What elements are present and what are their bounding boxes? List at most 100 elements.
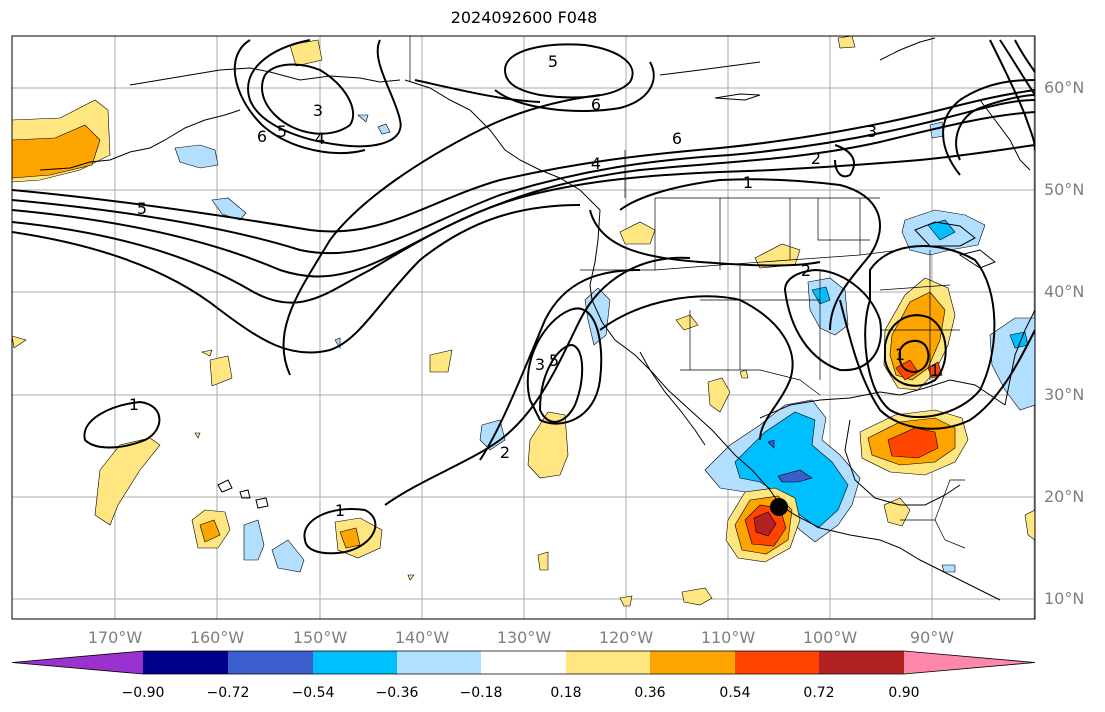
- anomaly-positive-area: [339, 527, 361, 549]
- colorbar-segment: [143, 651, 228, 674]
- anomaly-negative-area: [357, 114, 369, 123]
- anomaly-negative-area: [811, 286, 831, 305]
- anomaly-positive-area: [739, 369, 749, 379]
- anomaly-negative-area: [271, 539, 305, 573]
- anomaly-positive-area: [194, 432, 201, 439]
- lon-label: 120°W: [599, 628, 654, 647]
- map-title: 2024092600 F048: [450, 8, 598, 27]
- colorbar-tick-label: 0.18: [550, 685, 581, 701]
- contour-label: 6: [257, 127, 267, 146]
- anomaly-negative-area: [927, 219, 956, 241]
- contour-label: 6: [672, 129, 682, 148]
- lat-label: 40°N: [1044, 282, 1084, 301]
- lon-label: 100°W: [803, 628, 858, 647]
- colorbar-outline: [11, 650, 1036, 675]
- contour-label: 3: [535, 355, 545, 374]
- anomaly-positive-area: [707, 377, 731, 413]
- lon-label: 160°W: [190, 628, 245, 647]
- contour-label: 2: [801, 261, 811, 280]
- anomaly-positive-area: [537, 551, 549, 571]
- anomaly-negative-area: [734, 411, 849, 529]
- anomaly-negative-area: [941, 564, 956, 573]
- lon-label: 90°W: [910, 628, 954, 647]
- colorbar-tick-label: 0.54: [719, 685, 750, 701]
- colorbar-tick-label: −0.54: [292, 685, 335, 701]
- anomaly-positive-area: [94, 437, 161, 526]
- anomaly-negative-area: [377, 123, 391, 135]
- colorbar-segment: [819, 651, 904, 674]
- anomaly-positive-area: [199, 519, 221, 543]
- anomaly-positive-area: [12, 335, 27, 349]
- anomaly-positive-area: [681, 587, 713, 606]
- storm-center-marker: [770, 498, 788, 516]
- contour-label: 1: [129, 395, 139, 414]
- colorbar-segment: [566, 651, 650, 674]
- colorbar-tick-label: −0.18: [460, 685, 503, 701]
- anomaly-positive-area: [889, 291, 946, 381]
- contour-label: 1: [335, 501, 345, 520]
- anomaly-positive-area: [675, 314, 699, 331]
- contour-label: 5: [137, 199, 147, 218]
- colorbar-segment: [313, 651, 397, 674]
- colorbar-tick-label: 0.36: [634, 685, 665, 701]
- anomaly-positive-area: [12, 124, 101, 179]
- colorbar-segment: [228, 651, 313, 674]
- borders: [409, 36, 966, 549]
- anomaly-positive-area: [429, 349, 453, 373]
- lon-label: 170°W: [88, 628, 143, 647]
- lon-label: 150°W: [293, 628, 348, 647]
- colorbar-segment: [481, 651, 566, 674]
- contour-lines: [12, 39, 1035, 555]
- lon-labels: 170°W 160°W 150°W 140°W 130°W 120°W 110°…: [88, 628, 954, 647]
- lat-label: 50°N: [1044, 180, 1084, 199]
- anomaly-positive-area: [407, 574, 415, 581]
- anomaly-positive-area: [1024, 509, 1035, 541]
- anomaly-positive-area: [619, 595, 633, 607]
- lat-label: 20°N: [1044, 487, 1084, 506]
- contour-label: 4: [315, 129, 325, 148]
- anomaly-negative-area: [174, 144, 219, 169]
- anomaly-positive-area: [201, 349, 213, 357]
- anomaly-positive-area: [527, 411, 569, 479]
- map-border: [11, 35, 1036, 620]
- contour-label: 5: [277, 122, 287, 141]
- contour-label: 1: [930, 361, 940, 380]
- colorbar-extend-high: [904, 651, 1035, 674]
- contour-label: 3: [313, 101, 323, 120]
- contour-label: 3: [867, 122, 877, 141]
- contour-label: 2: [500, 443, 510, 462]
- coastlines: [39, 37, 1035, 601]
- lon-label: 140°W: [395, 628, 450, 647]
- lat-label: 10°N: [1044, 589, 1084, 608]
- lat-label: 30°N: [1044, 385, 1084, 404]
- contour-label: 1: [743, 173, 753, 192]
- contour-label: 2: [811, 149, 821, 168]
- contour-labels: 5 6 3 5 6 4 5 6 4 3 2 1 5 3 4 2 2 1 1 1 …: [129, 52, 940, 520]
- colorbar-tick-label: 0.72: [803, 685, 834, 701]
- colorbar: [11, 650, 1036, 675]
- anomaly-positive-area: [753, 511, 777, 537]
- lon-label: 130°W: [497, 628, 552, 647]
- shading-layer: [12, 36, 1035, 607]
- colorbar-segment: [650, 651, 735, 674]
- anomaly-positive-area: [289, 39, 323, 67]
- colorbar-tick-label: −0.36: [376, 685, 419, 701]
- colorbar-tick-label: 0.90: [888, 685, 919, 701]
- colorbar-segment: [735, 651, 819, 674]
- colorbar-extend-low: [12, 651, 143, 674]
- contour-label: 4: [591, 154, 601, 173]
- contour-label: 1: [895, 345, 905, 364]
- contour-label: 5: [548, 52, 558, 71]
- anomaly-negative-area: [211, 197, 247, 221]
- colorbar-tick-labels: −0.90 −0.72 −0.54 −0.36 −0.18 0.18 0.36 …: [122, 685, 920, 701]
- anomaly-negative-area: [767, 439, 775, 449]
- colorbar-tick-label: −0.72: [207, 685, 250, 701]
- anomaly-positive-area: [619, 221, 656, 245]
- contour-label: 5: [549, 351, 559, 370]
- contour-label: 6: [591, 95, 601, 114]
- lat-label: 60°N: [1044, 78, 1084, 97]
- colorbar-tick-label: −0.90: [122, 685, 165, 701]
- lat-labels: 60°N 50°N 40°N 30°N 20°N 10°N: [1044, 78, 1084, 608]
- anomaly-positive-area: [209, 355, 233, 387]
